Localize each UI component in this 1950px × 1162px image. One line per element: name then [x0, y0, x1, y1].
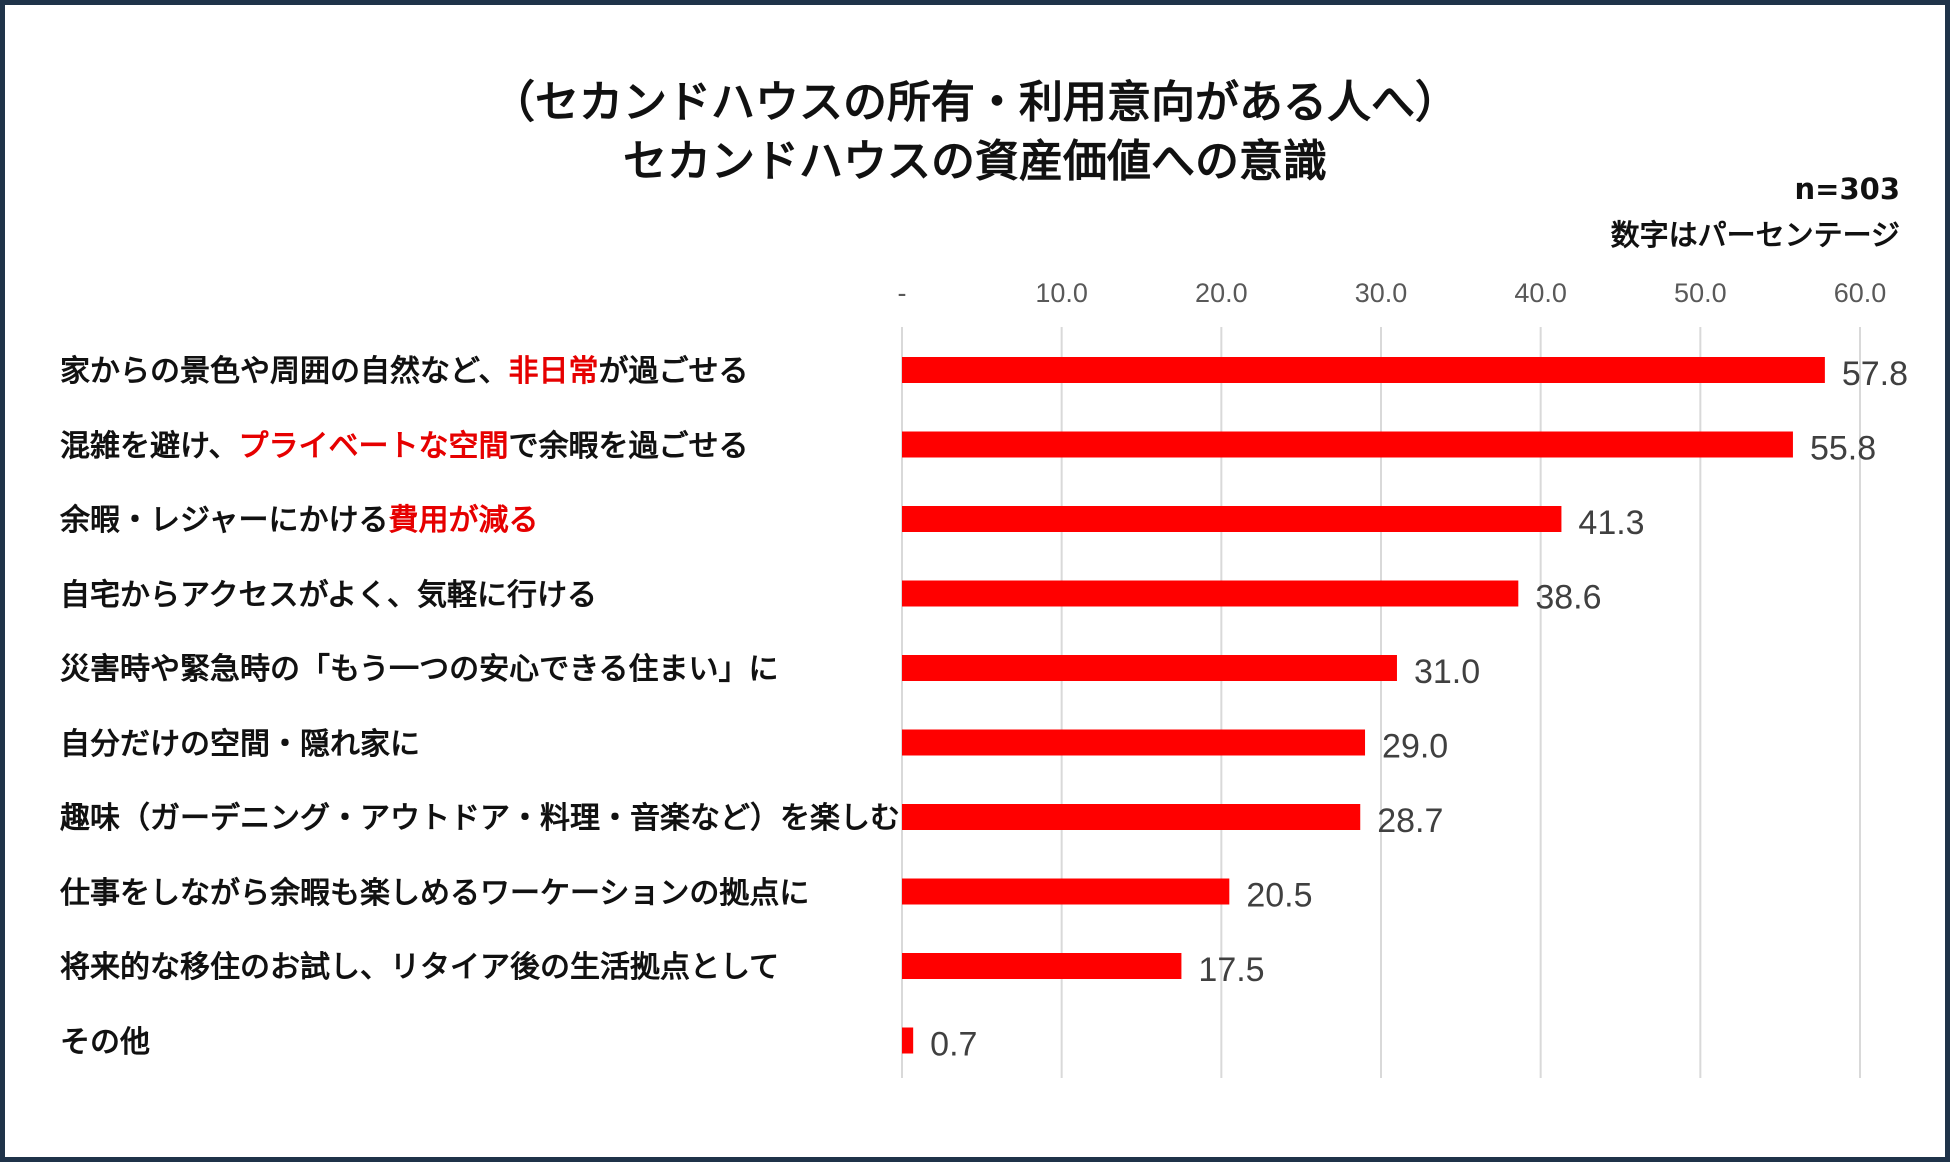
x-tick-label: 30.0	[1355, 278, 1408, 308]
category-label-highlight: 非日常	[508, 354, 599, 389]
category-label: 余暇・レジャーにかける費用が減る	[60, 495, 539, 539]
bar	[902, 804, 1361, 830]
category-label: 家からの景色や周囲の自然など、非日常が過ごせる	[60, 346, 749, 390]
bar-value-label: 41.3	[1578, 504, 1644, 542]
bar-value-label: 20.5	[1246, 877, 1312, 915]
bar	[902, 655, 1397, 681]
category-label: その他	[60, 1017, 150, 1061]
bar	[902, 357, 1825, 383]
category-label: 自分だけの空間・隠れ家に	[60, 719, 420, 763]
category-label-text: その他	[60, 1024, 150, 1060]
unit-note: 数字はパーセンテージ	[1610, 218, 1900, 252]
x-tick-label: 10.0	[1035, 278, 1088, 308]
bar-value-label: 17.5	[1198, 951, 1264, 989]
bar	[902, 878, 1230, 905]
bar-value-label: 57.8	[1842, 355, 1908, 393]
category-label: 趣味（ガーデニング・アウトドア・料理・音楽など）を楽しむ	[60, 793, 900, 837]
category-label-text: 仕事をしながら余暇も楽しめるワーケーションの拠点に	[60, 875, 810, 911]
category-label-text: 将来的な移住のお試し、リタイア後の生活拠点として	[60, 950, 780, 985]
chart-title-line-2: セカンドハウスの資産価値への意識	[623, 136, 1327, 187]
category-label-text: が過ごせる	[598, 354, 749, 389]
category-label-text: 混雑を避け、	[60, 428, 239, 464]
category-label: 混雑を避け、プライベートな空間で余暇を過ごせる	[60, 421, 749, 465]
x-tick-label: 40.0	[1514, 278, 1567, 308]
x-tick-label: 60.0	[1834, 278, 1887, 308]
category-label-text: 余暇・レジャーにかける	[60, 503, 389, 538]
bar-value-label: 0.7	[930, 1026, 977, 1064]
bar	[902, 506, 1562, 532]
bar-value-label: 28.7	[1377, 802, 1443, 840]
category-label: 自宅からアクセスがよく、気軽に行ける	[60, 570, 597, 614]
category-label: 仕事をしながら余暇も楽しめるワーケーションの拠点に	[60, 868, 809, 912]
bar	[902, 1027, 914, 1054]
bar-value-label: 38.6	[1535, 579, 1601, 617]
chart-title-line-1: （セカンドハウスの所有・利用意向がある人へ）	[491, 77, 1459, 128]
category-label-text: で余暇を過ごせる	[508, 428, 749, 464]
bar-value-label: 55.8	[1810, 430, 1876, 468]
category-label-highlight: 費用が減る	[388, 503, 539, 538]
category-label-text: 家からの景色や周囲の自然など、	[60, 354, 509, 389]
bar	[902, 729, 1366, 756]
category-label-text: 自宅からアクセスがよく、気軽に行ける	[60, 577, 597, 613]
bar-value-label: 31.0	[1414, 653, 1480, 691]
category-label: 将来的な移住のお試し、リタイア後の生活拠点として	[60, 942, 779, 986]
x-tick-label: -	[898, 278, 907, 308]
category-label-text: 自分だけの空間・隠れ家に	[60, 726, 420, 762]
x-tick-label: 20.0	[1195, 278, 1248, 308]
sample-size-note: n=303	[1794, 172, 1900, 206]
category-label-text: 災害時や緊急時の「もう一つの安心できる住まい」に	[60, 652, 779, 687]
category-label-text: 趣味（ガーデニング・アウトドア・料理・音楽など）を楽しむ	[60, 801, 900, 836]
bar	[902, 580, 1519, 607]
bar	[902, 431, 1793, 458]
bar	[902, 953, 1182, 979]
category-label: 災害時や緊急時の「もう一つの安心できる住まい」に	[60, 644, 779, 688]
bar-value-label: 29.0	[1382, 728, 1448, 766]
x-tick-label: 50.0	[1674, 278, 1727, 308]
category-label-highlight: プライベートな空間	[238, 428, 509, 464]
